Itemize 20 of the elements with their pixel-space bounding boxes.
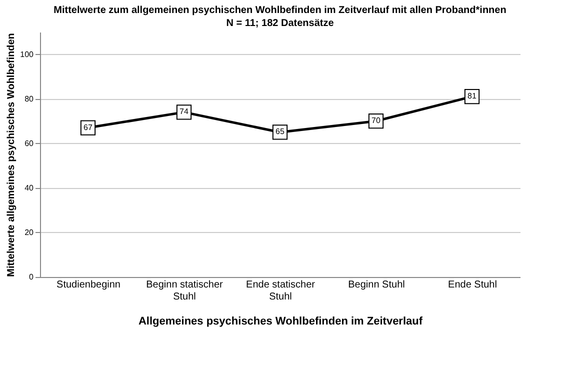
data-label: 67 (84, 122, 93, 132)
y-tick-label: 40 (24, 183, 34, 192)
data-label: 81 (468, 92, 477, 101)
chart-title: Mittelwerte zum allgemeinen psychischen Wohlbefinden im Zeitverlauf mit allen Proband*innen (54, 5, 506, 16)
x-tick-label: Beginn statischer Stuhl (146, 280, 224, 302)
y-tick-label: 0 (29, 272, 34, 282)
data-label: 65 (276, 127, 285, 136)
x-tick-label: Studienbeginn (56, 280, 120, 290)
x-axis-title: Allgemeines psychisches Wohlbefinden im Zeitverlauf (138, 316, 423, 328)
x-tick-label: Ende Stuhl (448, 280, 497, 290)
y-tick-label: 60 (24, 138, 34, 148)
y-tick-label: 80 (24, 94, 34, 104)
y-tick-label: 20 (24, 228, 34, 237)
x-tick-label: Beginn Stuhl (348, 280, 405, 290)
data-label: 74 (180, 107, 189, 116)
data-label: 70 (372, 116, 381, 126)
chart-subtitle: N = 11; 182 Datensätze (226, 18, 334, 29)
x-tick-label: Ende statischer Stuhl (246, 280, 316, 302)
y-axis-title: Mittelwerte allgemeines psychisches Wohlbefinden (6, 33, 18, 277)
y-tick-label: 100 (20, 50, 34, 59)
